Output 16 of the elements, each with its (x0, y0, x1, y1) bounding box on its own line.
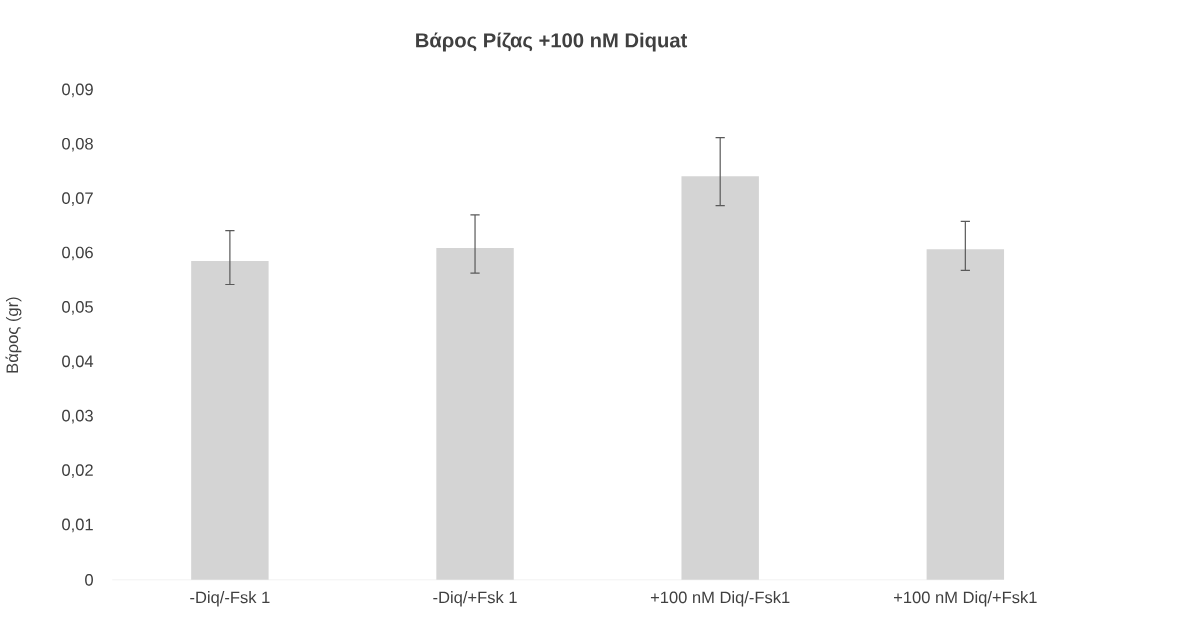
chart-title: Βάρος Ρίζας +100 nM Diquat (416, 32, 688, 52)
y-tick-label: 0,03 (62, 409, 93, 424)
x-tick-label: +100 nM Diq/-Fsk1 (650, 591, 790, 607)
y-tick-label: 0,01 (62, 518, 93, 533)
y-tick-label: 0,09 (62, 83, 93, 98)
y-tick-label: 0,06 (62, 246, 93, 261)
y-tick-label: 0,08 (62, 137, 93, 152)
x-tick-label: -Diq/-Fsk 1 (190, 591, 270, 607)
y-tick-label: 0,04 (62, 355, 94, 370)
y-tick-label: 0,05 (62, 301, 93, 315)
y-tick-label: 0,07 (62, 192, 93, 206)
x-tick-label: +100 nM Diq/+Fsk1 (894, 591, 1037, 607)
y-tick-label: 0 (85, 573, 93, 586)
y-axis-title: Βάρος (gr) (5, 297, 22, 373)
x-tick-label: -Diq/+Fsk 1 (433, 591, 517, 607)
y-tick-label: 0,02 (62, 464, 93, 478)
